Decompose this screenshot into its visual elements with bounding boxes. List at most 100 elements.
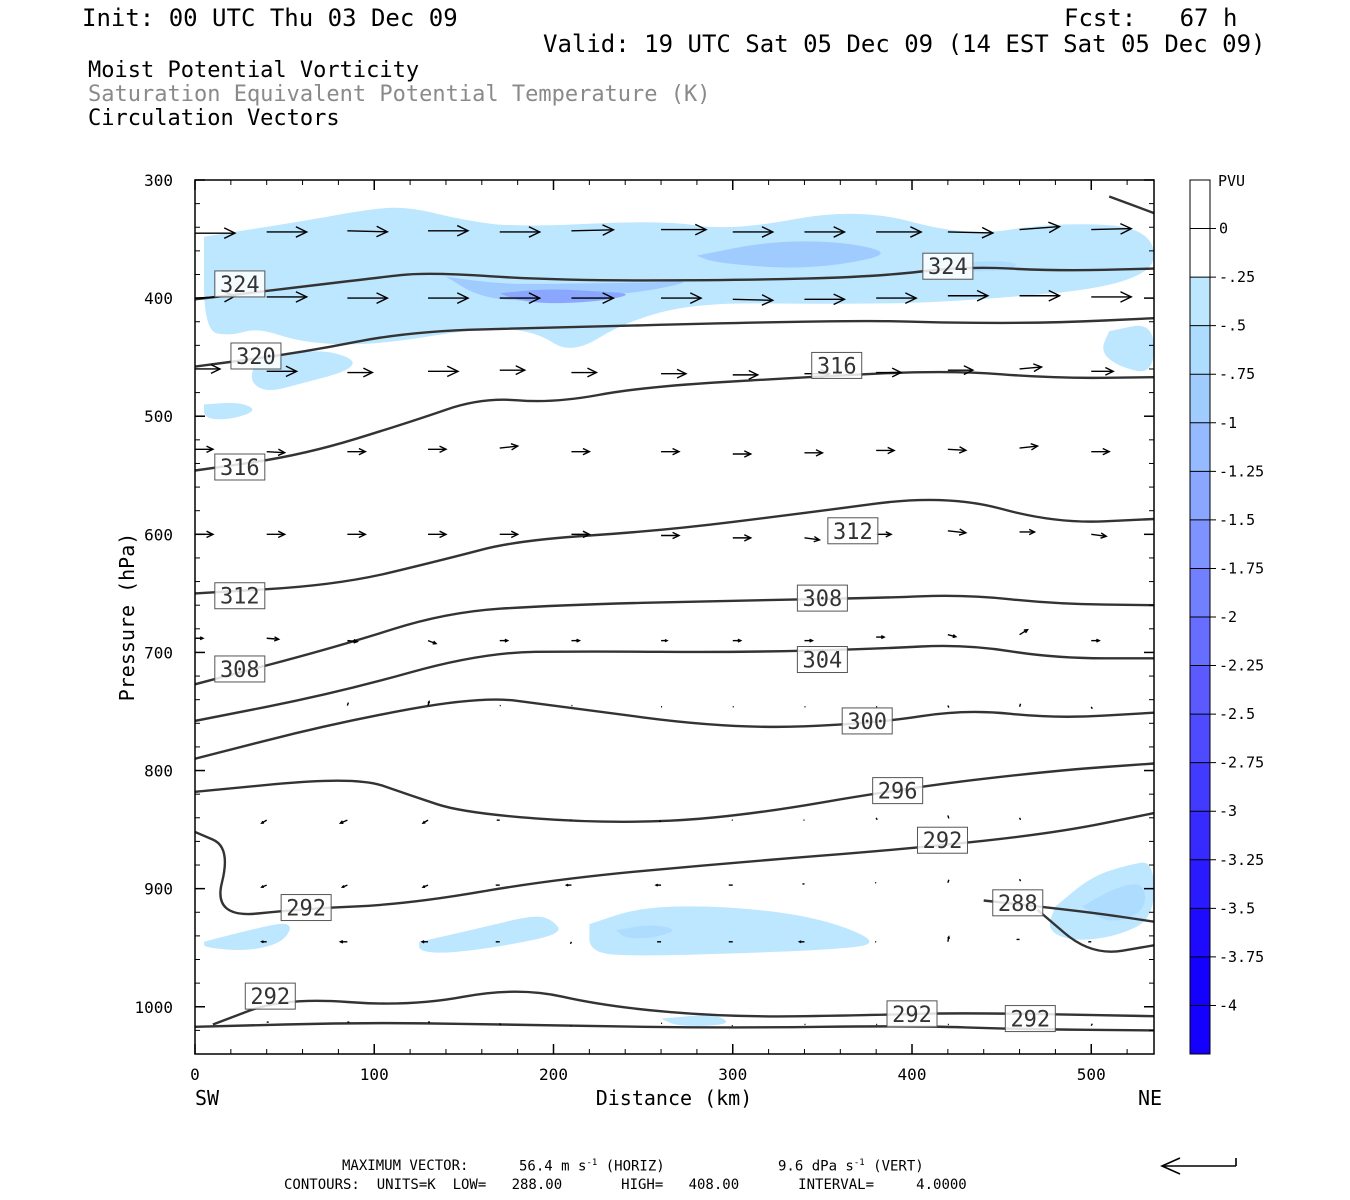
circulation-vector: [1154, 295, 1174, 302]
colorbar-box: [1190, 665, 1210, 715]
circulation-vector: [947, 365, 975, 376]
vector-head: [958, 446, 968, 454]
vector-shaft: [1091, 533, 1107, 538]
contour-label: 324: [220, 273, 260, 298]
vector-head: [504, 638, 510, 643]
theta-contours: [195, 195, 1154, 1032]
circulation-vector: [947, 289, 990, 302]
circulation-vector: [347, 225, 389, 238]
vector-shaft: [947, 705, 950, 708]
circulation-vector: [266, 291, 309, 303]
circulation-vector: [420, 940, 429, 944]
vector-head: [1105, 366, 1115, 376]
vector-head: [761, 226, 775, 238]
circulation-vector: [1018, 703, 1022, 707]
vector-head: [510, 530, 520, 539]
vector-head: [1167, 295, 1174, 302]
vector-head: [1120, 223, 1133, 235]
vector-head: [421, 885, 426, 888]
circulation-vector: [347, 530, 367, 539]
y-tick-label: 300: [144, 171, 173, 190]
vector-head: [206, 445, 215, 454]
vector-head: [587, 367, 599, 378]
circulation-vector: [947, 226, 995, 239]
vector-head: [743, 450, 753, 458]
vector-head: [694, 223, 708, 236]
circulation-vector: [661, 531, 681, 540]
vector-shaft: [1019, 366, 1042, 370]
vector-head: [654, 883, 659, 887]
vector-head: [446, 365, 460, 378]
vector-head: [952, 634, 958, 639]
vector-head: [815, 449, 825, 457]
vert-exponent: -1: [853, 1158, 865, 1168]
colorbar-box: [1190, 811, 1210, 860]
circulation-vector: [347, 292, 389, 304]
colorbar-tick-label: -4: [1219, 996, 1237, 1014]
horiz-exponent: -1: [586, 1158, 598, 1168]
contour-label-box: [214, 582, 266, 610]
circulation-vector: [338, 939, 348, 944]
pv-region: [661, 1015, 727, 1026]
vector-shaft: [1018, 703, 1022, 707]
contour-label: 320: [236, 345, 276, 370]
vector-head: [277, 530, 287, 539]
x-tick-label: 400: [898, 1065, 927, 1084]
contour-label-box: [922, 252, 974, 280]
vector-head: [602, 224, 616, 236]
vector-head: [1033, 363, 1044, 373]
valid-time: Valid: 19 UTC Sat 05 Dec 09 (14 EST Sat …: [543, 30, 1266, 58]
circulation-vector: [1091, 366, 1115, 376]
vector-head: [1023, 628, 1029, 634]
vector-head: [1030, 443, 1040, 451]
vector-head: [338, 939, 344, 944]
circulation-vector: [661, 638, 669, 643]
circulation-vector: [876, 367, 903, 378]
max-horiz-value: 56.4 m s: [519, 1158, 587, 1175]
circulation-vector: [876, 635, 886, 640]
contour-info: CONTOURS: UNITS=K LOW= 288.00 HIGH= 408.…: [284, 1177, 967, 1193]
circulation-vector: [947, 528, 968, 536]
circulation-vector: [499, 226, 542, 238]
contour-label-box: [827, 517, 879, 545]
vector-shaft: [569, 941, 573, 945]
vector-head: [576, 638, 582, 643]
vector-head: [277, 448, 287, 457]
circulation-vector: [804, 226, 847, 238]
circulation-vector: [1018, 878, 1022, 882]
contour-label-box: [872, 777, 924, 805]
vector-shaft: [499, 1022, 502, 1026]
plot-frame: [194, 179, 1155, 1055]
reference-vector-arrow: [1160, 1157, 1237, 1175]
colorbar-tick-label: -3: [1219, 802, 1237, 820]
colorbar-box: [1190, 325, 1210, 375]
circulation-vector: [499, 292, 542, 304]
circulation-vector: [804, 293, 847, 306]
circulation-vector: [564, 883, 572, 887]
circulation-vectors: [195, 221, 1174, 1027]
vector-head: [664, 638, 669, 643]
contour-label-box: [214, 655, 266, 683]
circulation-vector: [266, 636, 281, 642]
colorbar-box: [1190, 519, 1210, 569]
colorbar-tick-label: 0: [1219, 220, 1228, 238]
circulation-vector: [661, 292, 703, 304]
max-horizontal-vector: 56.4 m s-1 (HORIZ): [519, 1159, 665, 1174]
vector-head: [833, 226, 847, 238]
vector-head: [199, 636, 205, 641]
circulation-vector: [804, 535, 822, 543]
vector-shaft: [347, 230, 388, 233]
circulation-vector: [1091, 447, 1111, 456]
vector-head: [1048, 289, 1062, 302]
vector-head: [582, 447, 592, 456]
vector-head: [1102, 447, 1111, 456]
vector-head: [376, 225, 389, 238]
vector-head: [813, 535, 822, 543]
vector-shaft: [266, 637, 279, 640]
vector-head: [602, 292, 616, 304]
pv-region: [419, 916, 559, 953]
circulation-vector: [1018, 817, 1022, 821]
circulation-vector: [569, 941, 573, 945]
colorbar-box: [1190, 956, 1210, 1006]
